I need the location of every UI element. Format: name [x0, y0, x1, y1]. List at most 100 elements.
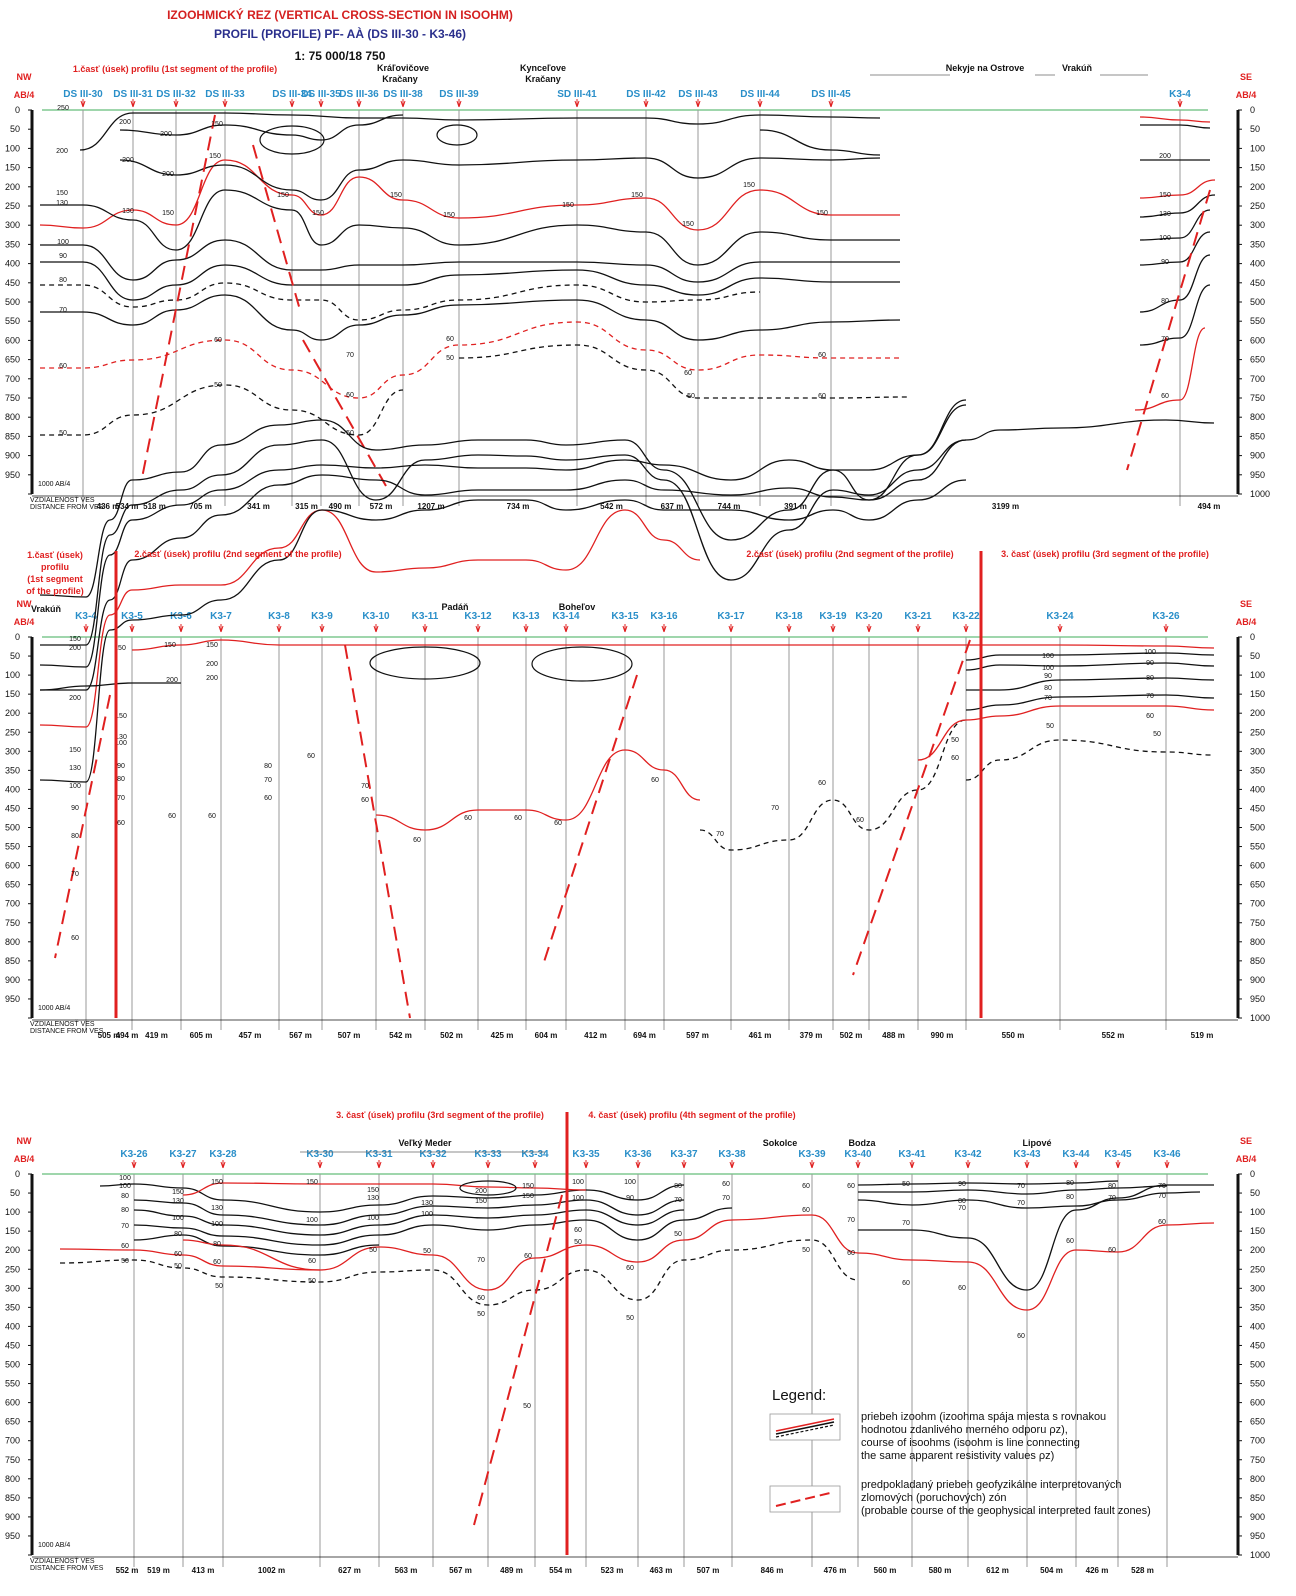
isoohm-value: 130 [69, 765, 81, 772]
isoohm-value: 80 [121, 1207, 129, 1214]
station-marker [828, 99, 834, 108]
legend-swatch-isoohm [769, 1413, 841, 1441]
station-marker [866, 624, 872, 633]
depth-tick-right: 400 [1250, 259, 1265, 269]
depth-tick-right: 400 [1250, 784, 1265, 794]
isoohm-value: 50 [423, 1248, 431, 1255]
station-marker [422, 624, 428, 633]
station-marker [173, 99, 179, 108]
fault-zone-line [852, 639, 971, 976]
isoohm-value: 50 [1046, 723, 1054, 730]
isoohm-value: 60 [264, 795, 272, 802]
depth-tick-right: 650 [1250, 355, 1265, 365]
isoohm-value: 80 [1066, 1180, 1074, 1187]
isoohm-value: 70 [958, 1205, 966, 1212]
depth-tick-left: 550 [5, 1379, 20, 1389]
isoohm-value: 150 [164, 642, 176, 649]
isoohm-line [119, 157, 881, 201]
isoohm-value: 60 [651, 777, 659, 784]
station-label: K3-31 [365, 1149, 393, 1160]
depth-tick-left: 550 [5, 316, 20, 326]
depth-tick-left: 750 [5, 1455, 20, 1465]
depth-tick-left: 950 [5, 1531, 20, 1541]
depth-tick-left: 900 [5, 1512, 20, 1522]
isoohm-line [59, 1214, 1215, 1311]
isoohm-value: 150 [56, 190, 68, 197]
distance-value: 554 m [549, 1566, 572, 1575]
station-label: K3-26 [1152, 611, 1180, 622]
isoohm-value: 100 [57, 239, 69, 246]
depth-tick-left: 600 [5, 335, 20, 345]
isoohm-value: 60 [1017, 1333, 1025, 1340]
station-marker [855, 1160, 861, 1169]
depth-tick-right: 750 [1250, 393, 1265, 403]
station-label: K3-33 [474, 1149, 502, 1160]
profile-title: PROFIL (PROFILE) PF- AÀ (DS III-30 - K3… [213, 27, 467, 41]
segment-label-part: profilu [41, 562, 69, 572]
isoohm-line [40, 419, 1215, 646]
isoohm-line [39, 404, 967, 668]
distance-value: 413 m [192, 1566, 215, 1575]
isoohm-value: 80 [1108, 1183, 1116, 1190]
depth-tick-left: 650 [5, 355, 20, 365]
isoohm-line [1139, 284, 1211, 346]
depth-tick-right: 850 [1250, 431, 1265, 441]
isoohm-value: 60 [1066, 1238, 1074, 1245]
isoohm-value: 70 [1044, 695, 1052, 702]
isoohm-value: 250 [57, 105, 69, 112]
isoohm-value: 100 [172, 1215, 184, 1222]
isoohm-line [965, 694, 1215, 711]
isoohm-value: 150 [114, 645, 126, 652]
station-marker [532, 1160, 538, 1169]
isoohm-value: 70 [1017, 1183, 1025, 1190]
station-label: K3-42 [954, 1149, 982, 1160]
station-label: K3-14 [552, 611, 580, 622]
isoohm-value: 70 [117, 795, 125, 802]
isoohm-line [40, 261, 900, 301]
isoohm-value: 100 [119, 1183, 131, 1190]
isoohm-value: 100 [572, 1179, 584, 1186]
isoohm-value: 60 [802, 1183, 810, 1190]
distance-value: 990 m [931, 1031, 954, 1040]
depth-tick-left: 850 [5, 431, 20, 441]
station-marker [317, 1160, 323, 1169]
station-label: K3-16 [650, 611, 678, 622]
isoohm-line [857, 1185, 1168, 1195]
depth-tick-left: 850 [5, 956, 20, 966]
station-marker [475, 624, 481, 633]
isoohm-value: 50 [369, 1247, 377, 1254]
isoohm-value: 50 [214, 382, 222, 389]
station-label: K3-21 [904, 611, 932, 622]
isoohm-value: 150 [475, 1198, 487, 1205]
isoohm-value: 50 [215, 1283, 223, 1290]
station-label: K3-35 [572, 1149, 600, 1160]
isoohm-line [458, 344, 911, 399]
fault-zone-line [542, 674, 638, 966]
isoohm-closed-contour [369, 646, 481, 680]
isoohm-value: 90 [1146, 660, 1154, 667]
station-label: K3-40 [844, 1149, 872, 1160]
isoohm-value: 100 [1159, 235, 1171, 242]
isoohm-value: 60 [722, 1181, 730, 1188]
se-label: SE [1240, 72, 1252, 82]
station-label: K3-24 [1046, 611, 1074, 622]
nw-label: NW [17, 72, 32, 82]
depth-tick-right: 900 [1250, 1512, 1265, 1522]
station-marker [729, 1160, 735, 1169]
depth-tick-right: 500 [1250, 1360, 1265, 1370]
isoohm-value: 150 [562, 202, 574, 209]
isoohm-value: 100 [119, 1175, 131, 1182]
isoohm-value: 60 [121, 1243, 129, 1250]
station-label: K3-27 [169, 1149, 197, 1160]
distance-value: 490 m [329, 502, 352, 511]
depth-tick-left: 200 [5, 1245, 20, 1255]
depth-tick-left: 300 [5, 1283, 20, 1293]
segment-label: 2.časť (úsek) profilu (2nd segment of th… [746, 549, 953, 559]
isoohm-value: 70 [847, 1217, 855, 1224]
isoohm-closed-contour [531, 646, 633, 682]
isoohm-value: 60 [308, 1258, 316, 1265]
isoohm-value: 50 [1153, 731, 1161, 738]
segment-label-part: 1.časť (úsek) [27, 550, 83, 560]
depth-tick-right: 350 [1250, 239, 1265, 249]
depth-tick-left: 100 [5, 670, 20, 680]
